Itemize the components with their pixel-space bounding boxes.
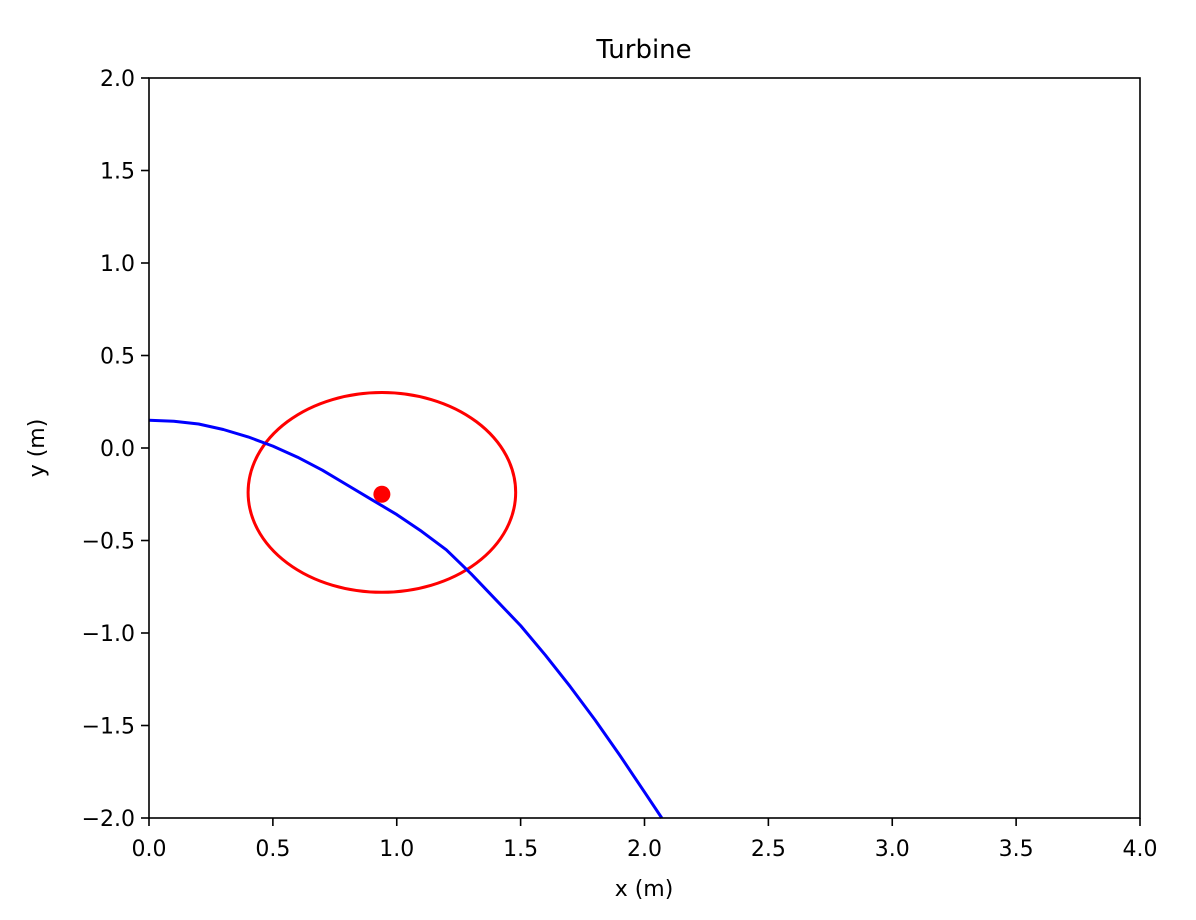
y-tick-label: 2.0	[100, 67, 135, 92]
x-tick-label: 0.5	[255, 837, 290, 862]
x-tick-label: 3.0	[875, 837, 910, 862]
y-tick-label: −1.5	[82, 715, 135, 740]
y-tick-label: 1.5	[100, 160, 135, 185]
x-axis: 0.0 0.5 1.0 1.5 2.0 2.5 3.0 3.5 4.0	[132, 818, 1158, 862]
y-tick-label: 0.0	[100, 437, 135, 462]
x-axis-label: x (m)	[615, 877, 674, 902]
y-tick-label: −2.0	[82, 807, 135, 832]
x-tick-label: 1.0	[379, 837, 414, 862]
x-tick-label: 2.5	[751, 837, 786, 862]
data-marks	[148, 391, 664, 819]
x-tick-label: 1.5	[503, 837, 538, 862]
center-point	[373, 485, 391, 503]
y-tick-label: 1.0	[100, 252, 135, 277]
y-tick-label: 0.5	[100, 345, 135, 370]
x-tick-label: 2.0	[627, 837, 662, 862]
y-tick-label: −0.5	[82, 530, 135, 555]
chart-title: Turbine	[595, 35, 691, 65]
x-tick-label: 0.0	[132, 837, 167, 862]
rotor-circle	[246, 391, 518, 594]
y-tick-label: −1.0	[82, 622, 135, 647]
trajectory-line-0	[148, 418, 664, 819]
plot-background	[149, 78, 1140, 818]
y-axis-label: y (m)	[25, 419, 50, 478]
y-axis: −2.0 −1.5 −1.0 −0.5 0.0 0.5 1.0 1.5 2.0	[82, 67, 149, 832]
plot-area	[148, 77, 1141, 819]
x-tick-label: 3.5	[999, 837, 1034, 862]
x-tick-label: 4.0	[1123, 837, 1158, 862]
